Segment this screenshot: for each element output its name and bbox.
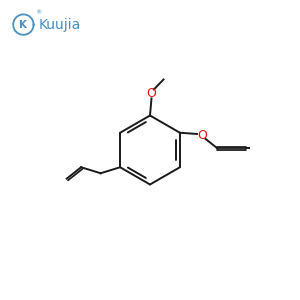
Text: ®: ® [35,10,42,15]
Text: O: O [147,86,156,100]
Text: O: O [197,129,207,142]
Text: Kuujia: Kuujia [39,18,81,32]
Text: K: K [20,20,27,30]
